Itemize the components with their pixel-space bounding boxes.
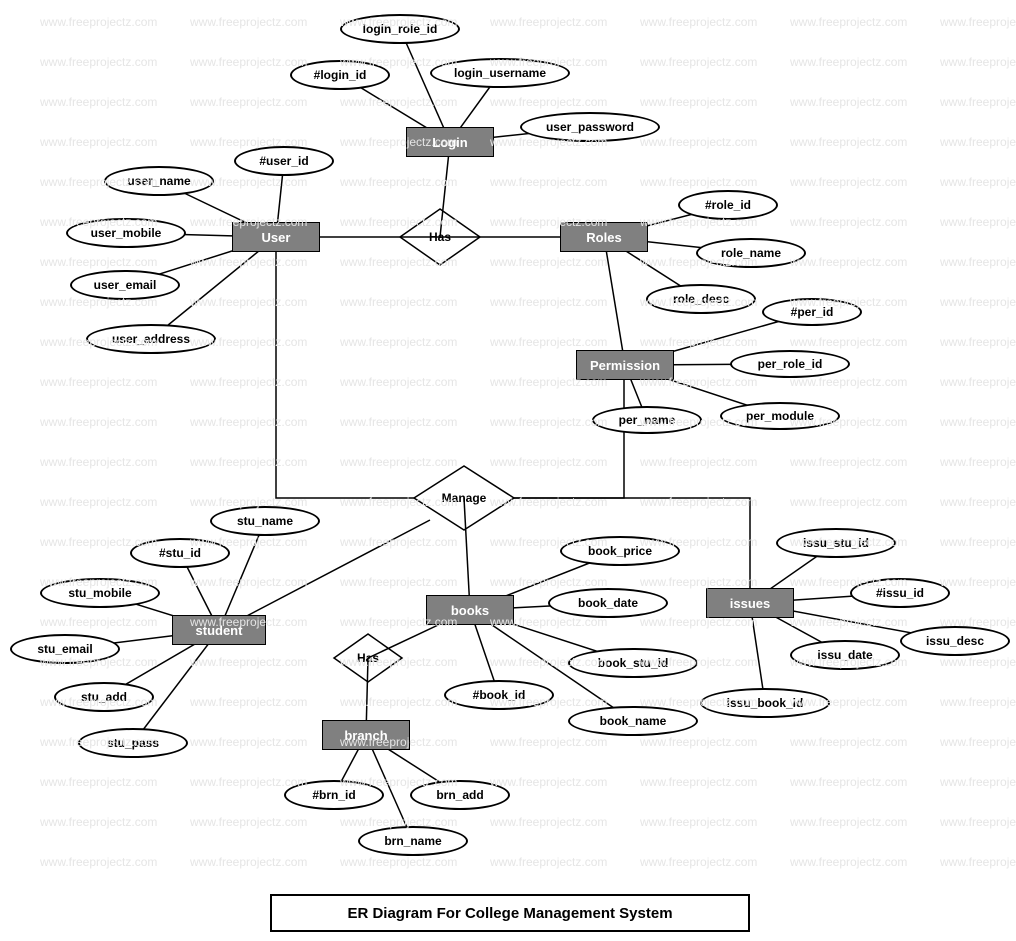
edge — [604, 237, 625, 365]
entity-login: Login — [406, 127, 494, 157]
entity-issues: issues — [706, 588, 794, 618]
attribute-issu_id: #issu_id — [850, 578, 950, 608]
attribute-per_module: per_module — [720, 402, 840, 430]
attribute-book_price: book_price — [560, 536, 680, 566]
attribute-book_name: book_name — [568, 706, 698, 736]
diagram-title: ER Diagram For College Management System — [270, 894, 750, 932]
edge — [400, 29, 450, 142]
attribute-user_name: user_name — [104, 166, 214, 196]
attribute-user_address: user_address — [86, 324, 216, 354]
attribute-brn_name: brn_name — [358, 826, 468, 856]
attribute-brn_id: #brn_id — [284, 780, 384, 810]
attribute-user_id: #user_id — [234, 146, 334, 176]
entity-branch: branch — [322, 720, 410, 750]
attribute-book_stu_id: book_stu_id — [568, 648, 698, 678]
edge — [219, 521, 265, 630]
attribute-brn_add: brn_add — [410, 780, 510, 810]
relation-label-manage: Manage — [414, 488, 514, 508]
entity-roles: Roles — [560, 222, 648, 252]
edge — [133, 630, 219, 743]
entity-permission: Permission — [576, 350, 674, 380]
entity-user: User — [232, 222, 320, 252]
attribute-stu_add: stu_add — [54, 682, 154, 712]
attribute-per_role_id: per_role_id — [730, 350, 850, 378]
attribute-issu_stu_id: issu_stu_id — [776, 528, 896, 558]
attribute-per_name: per_name — [592, 406, 702, 434]
relation-label-has2: Has — [334, 648, 402, 668]
relation-label-has1: Has — [400, 227, 480, 247]
edge — [514, 380, 624, 498]
attribute-user_mobile: user_mobile — [66, 218, 186, 248]
edge — [276, 252, 414, 498]
edge — [220, 520, 430, 630]
edge-layer — [0, 0, 1016, 941]
attribute-login_id: #login_id — [290, 60, 390, 90]
attribute-login_role_id: login_role_id — [340, 14, 460, 44]
entity-books: books — [426, 595, 514, 625]
attribute-user_password: user_password — [520, 112, 660, 142]
attribute-login_username: login_username — [430, 58, 570, 88]
attribute-stu_name: stu_name — [210, 506, 320, 536]
attribute-role_name: role_name — [696, 238, 806, 268]
attribute-book_id: #book_id — [444, 680, 554, 710]
attribute-role_id: #role_id — [678, 190, 778, 220]
attribute-stu_pass: stu_pass — [78, 728, 188, 758]
attribute-issu_date: issu_date — [790, 640, 900, 670]
entity-student: student — [172, 615, 266, 645]
attribute-stu_email: stu_email — [10, 634, 120, 664]
attribute-per_id: #per_id — [762, 298, 862, 326]
attribute-user_email: user_email — [70, 270, 180, 300]
attribute-issu_desc: issu_desc — [900, 626, 1010, 656]
attribute-book_date: book_date — [548, 588, 668, 618]
attribute-issu_book_id: issu_book_id — [700, 688, 830, 718]
attribute-stu_mobile: stu_mobile — [40, 578, 160, 608]
attribute-role_desc: role_desc — [646, 284, 756, 314]
attribute-stu_id: #stu_id — [130, 538, 230, 568]
